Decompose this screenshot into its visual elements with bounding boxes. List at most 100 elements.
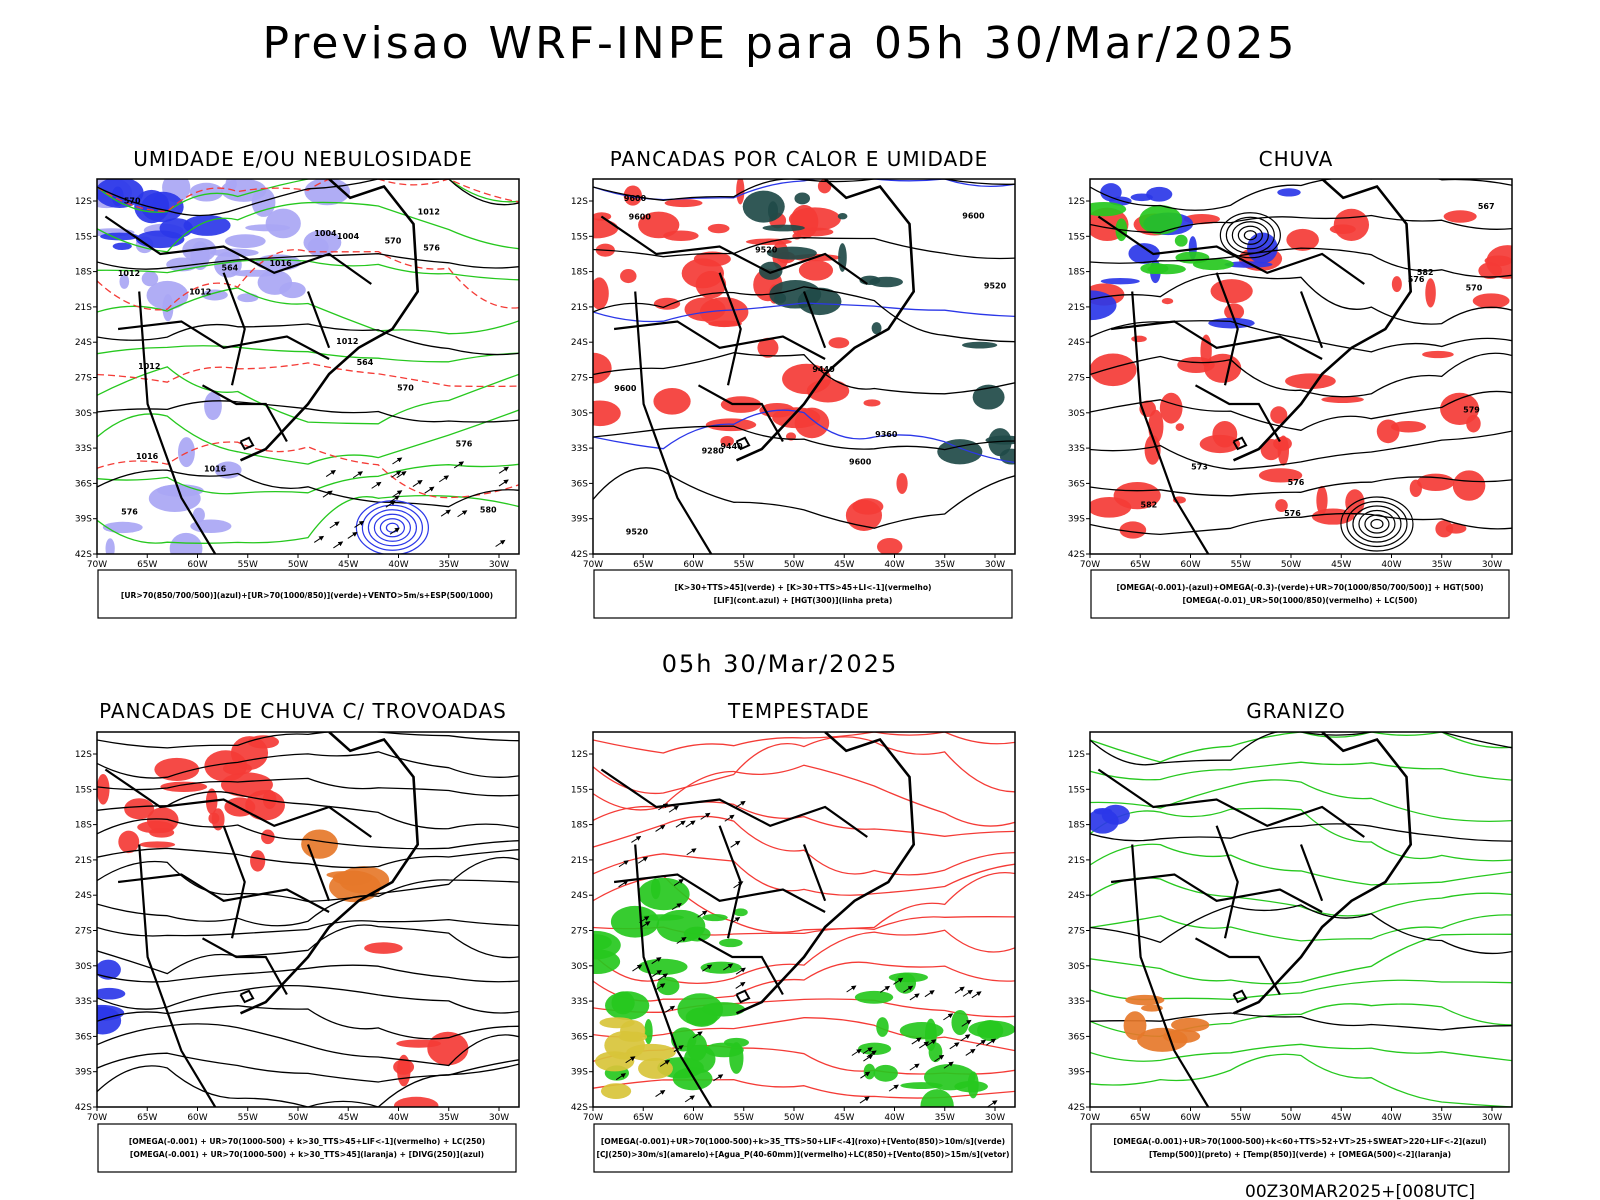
p4-wind-vector bbox=[655, 1089, 666, 1097]
lon-tick-label: 35W bbox=[935, 560, 955, 570]
streamline-250-contour bbox=[97, 1063, 519, 1107]
p4b-wind-vector bbox=[962, 989, 973, 997]
lat-tick-label: 18S bbox=[75, 821, 92, 831]
humidity-850-500-shade bbox=[201, 289, 228, 301]
state-border bbox=[1194, 937, 1281, 996]
contour-label: 1012 bbox=[418, 207, 440, 216]
omega-rh-shade bbox=[1285, 373, 1336, 389]
streamline-250-contour bbox=[97, 924, 519, 975]
low-center-contour bbox=[1352, 505, 1402, 543]
lon-tick-label: 65W bbox=[137, 1113, 157, 1123]
lon-tick-label: 55W bbox=[238, 560, 258, 570]
low-center-contour bbox=[1346, 500, 1408, 548]
map-frame bbox=[96, 731, 520, 1108]
state-border bbox=[600, 215, 868, 285]
lon-tick-label: 35W bbox=[935, 1113, 955, 1123]
p4-wind-vector bbox=[697, 910, 708, 918]
omega-rh-shade bbox=[1452, 470, 1486, 501]
streamline-850-contour bbox=[593, 736, 1015, 795]
humidity-850-500-shade bbox=[105, 538, 115, 554]
p4b-wind-vector bbox=[987, 1100, 998, 1107]
p0-wind-vector bbox=[389, 495, 400, 503]
map-frame bbox=[592, 731, 1016, 1108]
temp-850-contour bbox=[1090, 779, 1512, 822]
lat-tick-label: 39S bbox=[1068, 515, 1085, 525]
p4-wind-vector bbox=[615, 1073, 627, 1081]
omega-rh-shade bbox=[1472, 293, 1510, 309]
lat-tick-label: 27S bbox=[1068, 927, 1085, 937]
k-index-li-shade bbox=[828, 337, 850, 349]
lon-tick-label: 55W bbox=[1231, 1113, 1251, 1123]
p4-wind-vector bbox=[713, 1074, 724, 1082]
p4-wind-vector bbox=[684, 1095, 695, 1103]
wind-850-shade bbox=[968, 1020, 1015, 1039]
p4-wind-vector bbox=[700, 812, 711, 820]
wind-850-shade bbox=[920, 1089, 954, 1107]
lat-tick-label: 33S bbox=[571, 997, 588, 1007]
hgt-300-contour bbox=[593, 425, 1015, 451]
k-index-li-shade bbox=[877, 537, 903, 554]
k-index-li-shade bbox=[638, 211, 680, 239]
map-frame bbox=[96, 178, 520, 555]
state-border bbox=[138, 291, 217, 554]
p4b-wind-vector bbox=[909, 993, 920, 1001]
p0-wind-vector bbox=[352, 471, 363, 479]
lon-tick-label: 45W bbox=[338, 560, 358, 570]
p4-wind-vector bbox=[651, 969, 663, 977]
lat-tick-label: 15S bbox=[75, 232, 92, 242]
omega-rh-shade bbox=[1321, 396, 1364, 403]
lat-tick-label: 27S bbox=[75, 374, 92, 384]
thunderstorm-shade bbox=[396, 1039, 442, 1048]
omega-rh-shade bbox=[1177, 356, 1215, 373]
map-panel: TEMPESTADE 12S 15S 18S 21S 24S 27S 30S 33S 36S 39S… bbox=[571, 699, 1016, 1173]
p0-wind-vector bbox=[498, 466, 509, 474]
hgt-300-contour bbox=[593, 237, 1015, 260]
lat-tick-label: 42S bbox=[75, 550, 92, 560]
state-border bbox=[117, 873, 330, 913]
wind-850-shade bbox=[899, 1022, 944, 1040]
temp-850-contour bbox=[1090, 761, 1512, 781]
humidity-core-shade bbox=[159, 218, 193, 239]
p0-wind-vector bbox=[396, 471, 407, 479]
map-panel: CHUVA 582 582 579 576 576 573 570 567 576 12S 15S 18… bbox=[1068, 147, 1513, 619]
p4b-wind-vector bbox=[909, 1063, 920, 1071]
lon-tick-label: 55W bbox=[734, 1113, 754, 1123]
p4b-wind-vector bbox=[859, 1096, 870, 1104]
hgt-300-contour bbox=[593, 352, 1015, 395]
lat-tick-label: 39S bbox=[75, 1068, 92, 1078]
streamline-250-contour bbox=[97, 918, 519, 937]
contour-label: 582 bbox=[1417, 268, 1434, 277]
p0-wind-vector bbox=[412, 479, 423, 487]
lon-tick-label: 60W bbox=[187, 1113, 207, 1123]
thunderstorm-shade bbox=[118, 830, 140, 854]
omega-rh-shade bbox=[1417, 473, 1455, 492]
temp-850-contour bbox=[1090, 807, 1512, 862]
thunderstorm-shade bbox=[364, 942, 403, 954]
omega-rh-shade bbox=[1391, 276, 1402, 293]
k-index-li-shade bbox=[798, 260, 834, 281]
p4b-wind-vector bbox=[860, 1071, 871, 1079]
omega-shade bbox=[1128, 243, 1160, 264]
omega-shade bbox=[1247, 232, 1278, 264]
state-border bbox=[634, 844, 713, 1107]
hgt-500-contour bbox=[1090, 320, 1512, 353]
streamline-250-contour bbox=[97, 984, 519, 1014]
omega-strong-shade bbox=[1139, 205, 1183, 235]
humidity-1000-850-contour bbox=[97, 409, 519, 465]
low-center-contour bbox=[1370, 518, 1384, 530]
p4-wind-vector bbox=[702, 964, 713, 972]
state-border bbox=[697, 384, 784, 443]
p4b-wind-vector bbox=[926, 1039, 937, 1047]
thunderstorm-shade bbox=[427, 1031, 469, 1066]
k-index-shade bbox=[774, 292, 787, 304]
k-index-shade bbox=[937, 439, 983, 465]
wind-850-shade bbox=[637, 877, 690, 911]
p4-wind-vector bbox=[675, 820, 686, 828]
lat-tick-label: 24S bbox=[75, 338, 92, 348]
contour-label: 576 bbox=[1284, 509, 1301, 518]
lon-tick-label: 60W bbox=[1180, 1113, 1200, 1123]
k-index-li-shade bbox=[593, 277, 609, 310]
lat-tick-label: 15S bbox=[1068, 785, 1085, 795]
legend-box bbox=[1090, 569, 1510, 619]
